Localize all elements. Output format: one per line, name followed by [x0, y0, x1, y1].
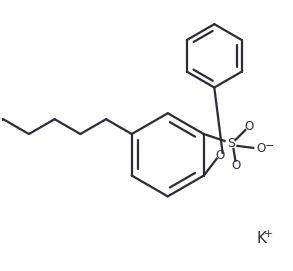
Text: K: K	[257, 231, 267, 246]
Text: +: +	[264, 229, 273, 239]
Text: O: O	[257, 142, 266, 155]
Text: S: S	[227, 137, 236, 150]
Text: O: O	[245, 120, 254, 133]
Text: O: O	[215, 149, 224, 162]
Text: −: −	[264, 141, 274, 151]
Text: O: O	[232, 159, 241, 172]
